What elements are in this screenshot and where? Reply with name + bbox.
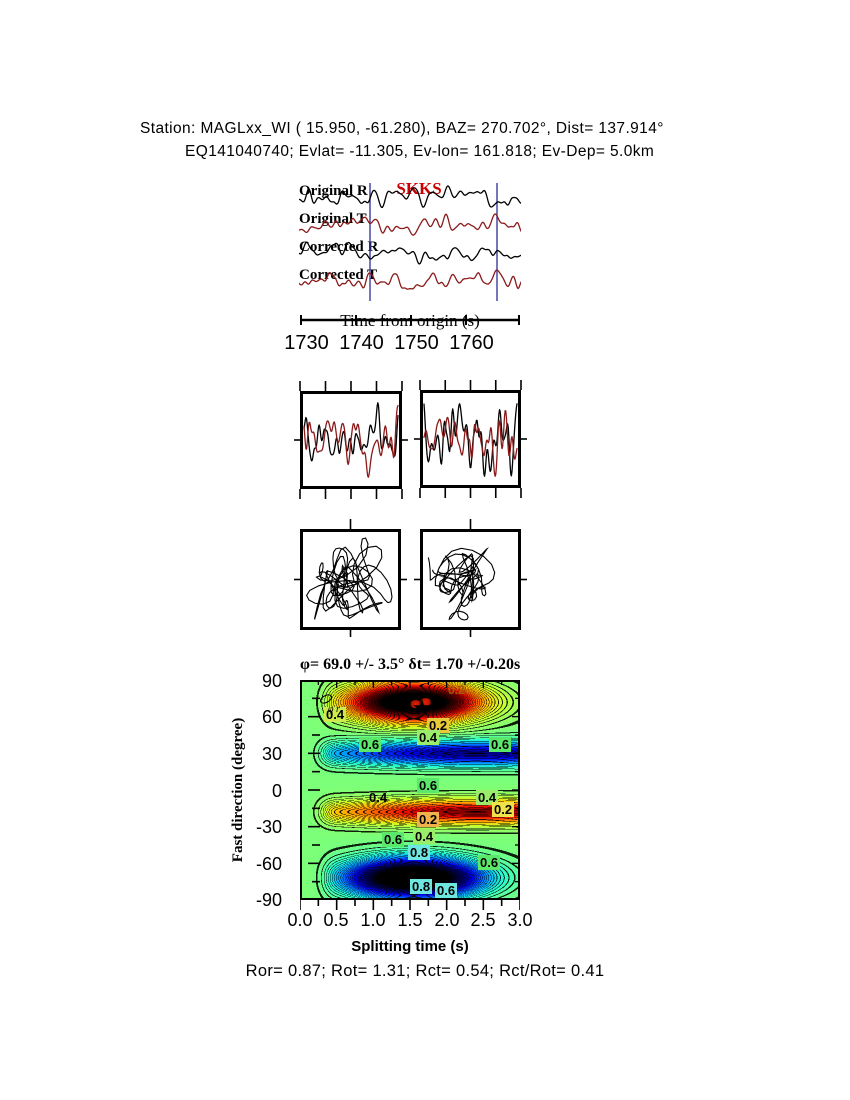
svg-text:Time from origin (s): Time from origin (s) xyxy=(340,311,480,330)
svg-text:φ r: φ r xyxy=(328,704,340,715)
